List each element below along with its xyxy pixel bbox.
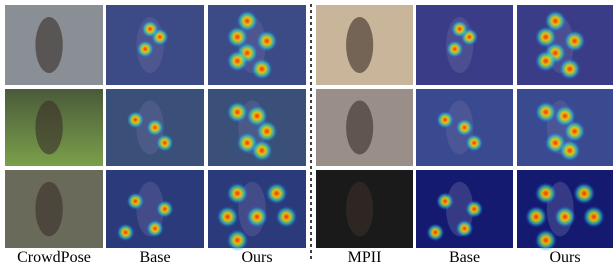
person [346, 182, 373, 237]
heat-blob [535, 101, 557, 123]
heat-blob [456, 220, 474, 238]
heat-blob [554, 206, 576, 228]
column-label: MPII [348, 249, 382, 266]
heat-blob [246, 206, 268, 228]
person [35, 17, 62, 73]
heat-blob [535, 229, 557, 251]
heat-blob [256, 120, 278, 142]
heat-blob [426, 223, 444, 241]
heat-blob [564, 30, 586, 52]
heat-blob [465, 134, 483, 152]
heat-blob [573, 182, 595, 204]
heat-blob [136, 40, 154, 58]
column-label: CrowdPose [17, 249, 91, 266]
heat-blob [251, 140, 273, 162]
heat-blob [436, 192, 454, 210]
heat-blob [266, 182, 288, 204]
heat-blob [126, 111, 144, 129]
heat-blob [126, 192, 144, 210]
heat-blob [564, 120, 586, 142]
heat-blob [146, 119, 164, 137]
column-label: Ours [549, 249, 580, 266]
person [35, 101, 62, 155]
page: CrowdPoseBaseOursMPIIBaseOurs (() => { c… [0, 0, 616, 267]
column-label: Ours [241, 249, 272, 266]
person [346, 101, 373, 155]
person [35, 182, 62, 237]
column-label: Base [139, 249, 170, 266]
heat-blob [451, 20, 469, 38]
heat-blob [256, 30, 278, 52]
heat-blob [251, 58, 273, 80]
heat-blob [226, 50, 248, 72]
heat-blob [156, 134, 174, 152]
heat-blob [465, 200, 483, 218]
heat-blob [535, 182, 557, 204]
heat-blob [226, 229, 248, 251]
heat-blob [226, 182, 248, 204]
heat-blob [156, 200, 174, 218]
heat-blob [535, 50, 557, 72]
column-label: Base [449, 249, 480, 266]
heat-blob [583, 206, 605, 228]
heat-blob [446, 40, 464, 58]
heat-blob [141, 20, 159, 38]
heat-blob [559, 58, 581, 80]
heat-blob [525, 206, 547, 228]
person [346, 17, 373, 73]
heat-blob [217, 206, 239, 228]
heat-blob [436, 111, 454, 129]
heat-blob [456, 119, 474, 137]
heat-blob [146, 220, 164, 238]
heat-blob [559, 140, 581, 162]
heat-blob [226, 101, 248, 123]
figure: CrowdPose Base Ours MPII Base Ours [0, 0, 616, 267]
heat-blob [117, 223, 135, 241]
heat-blob [275, 206, 297, 228]
